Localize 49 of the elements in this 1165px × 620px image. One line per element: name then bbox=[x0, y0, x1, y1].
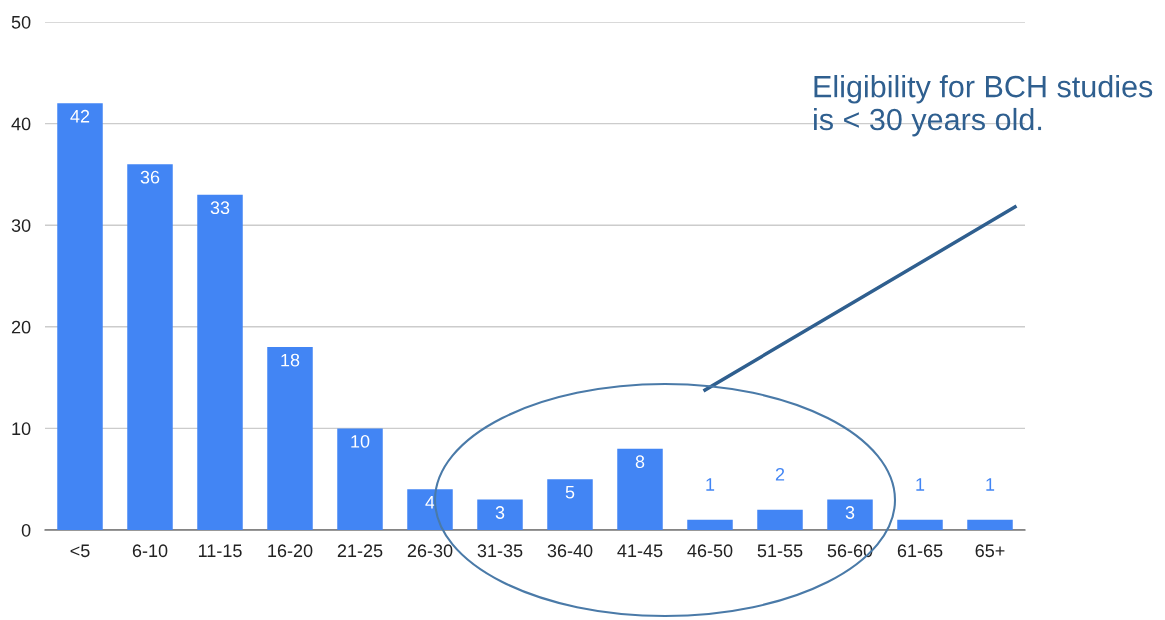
x-tick-label: 56-60 bbox=[827, 544, 873, 558]
bar bbox=[337, 428, 383, 530]
data-label: 2 bbox=[775, 467, 785, 481]
y-tick-label: 30 bbox=[11, 219, 31, 232]
x-tick-label: 16-20 bbox=[268, 544, 313, 558]
bar bbox=[547, 479, 593, 530]
data-label: 3 bbox=[845, 506, 855, 519]
data-label: 1 bbox=[916, 478, 925, 491]
x-tick-label: <5 bbox=[70, 544, 90, 558]
data-label: 8 bbox=[635, 455, 645, 469]
bar bbox=[967, 519, 1013, 530]
bar bbox=[687, 519, 733, 530]
y-tick-label: 50 bbox=[11, 15, 31, 29]
bar bbox=[407, 489, 453, 530]
data-label: 42 bbox=[70, 109, 90, 123]
x-tick-label: 36-40 bbox=[547, 544, 593, 558]
bar bbox=[617, 448, 663, 530]
data-label: 10 bbox=[351, 434, 370, 448]
x-tick-label: 26-30 bbox=[407, 544, 453, 558]
bar bbox=[897, 519, 943, 530]
data-label: 5 bbox=[565, 485, 575, 499]
x-tick-label: 46-50 bbox=[687, 544, 733, 558]
data-label: 33 bbox=[210, 201, 230, 215]
data-label: 3 bbox=[495, 506, 505, 519]
y-tick-label: 0 bbox=[21, 523, 31, 537]
data-label: 4 bbox=[425, 496, 435, 509]
annotation: Eligibility for BCH studies is < 30 years old. bbox=[814, 75, 1153, 137]
data-label: 18 bbox=[281, 353, 300, 367]
data-label: 1 bbox=[706, 478, 715, 491]
y-tick-label: 20 bbox=[11, 320, 31, 334]
x-tick-label: 31-35 bbox=[477, 544, 523, 558]
bar bbox=[197, 194, 243, 530]
y-tick-label: 40 bbox=[11, 117, 31, 131]
bar bbox=[57, 103, 103, 530]
x-tick-label: 21-25 bbox=[337, 544, 383, 558]
bar bbox=[757, 509, 803, 530]
bar bbox=[127, 164, 173, 530]
x-tick-label: 65+ bbox=[975, 544, 1005, 558]
bar bbox=[477, 499, 523, 530]
data-label: 36 bbox=[140, 170, 160, 184]
data-label: 1 bbox=[986, 478, 995, 491]
x-tick-label: 61-65 bbox=[897, 544, 943, 558]
x-tick-label: 51-55 bbox=[757, 544, 803, 558]
bar bbox=[827, 499, 873, 530]
x-tick-label: 41-45 bbox=[617, 544, 663, 558]
y-tick-label: 10 bbox=[12, 422, 31, 436]
x-tick-label: 11-15 bbox=[198, 544, 242, 558]
x-tick-label: 6-10 bbox=[132, 544, 168, 558]
bar bbox=[267, 347, 313, 530]
